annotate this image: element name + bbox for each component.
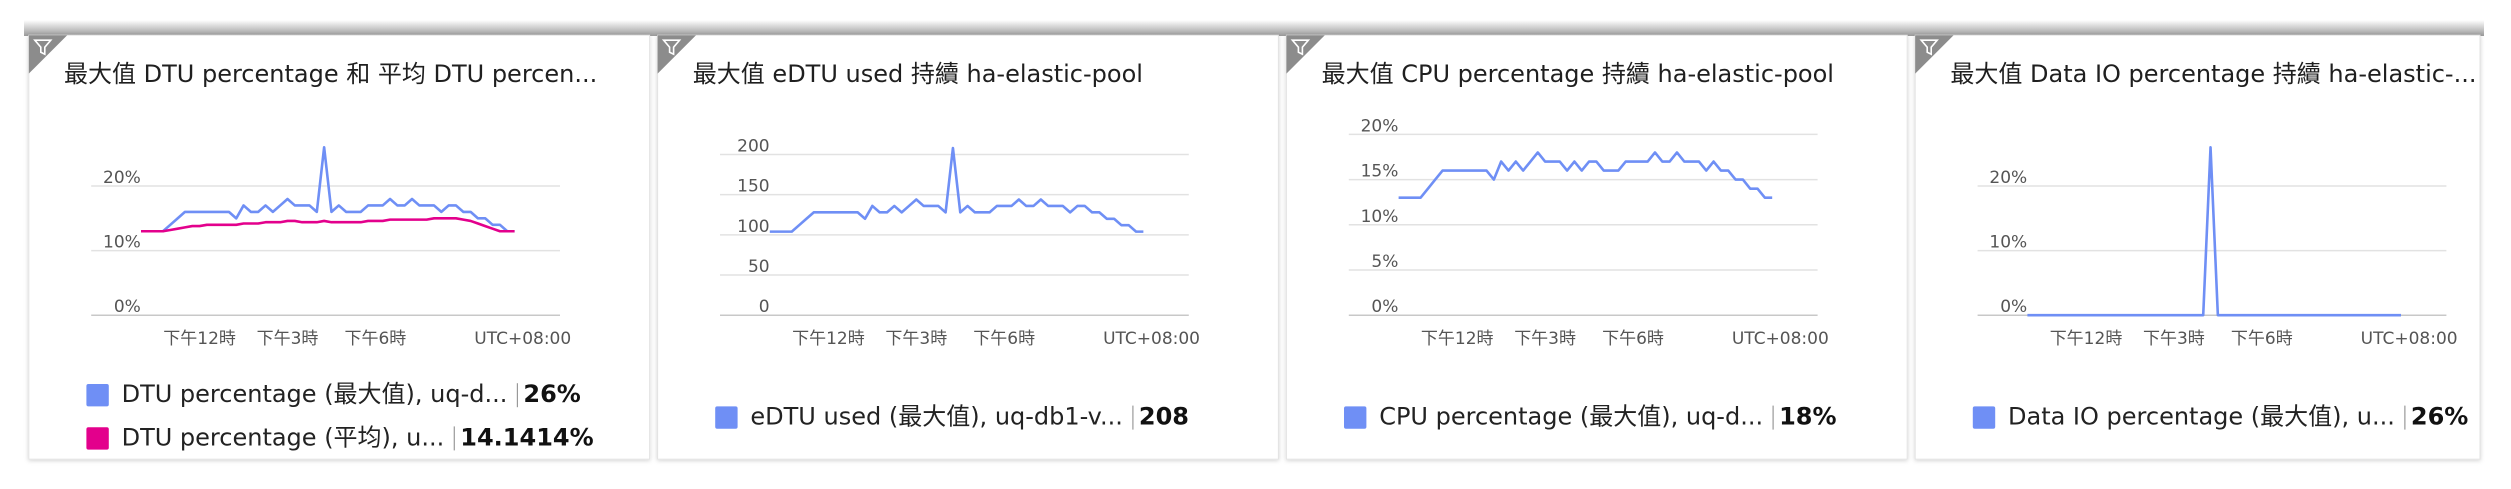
series-line [1398, 151, 1773, 199]
y-tick-label: 150 [737, 177, 769, 197]
tile-background [657, 34, 1279, 460]
series-line [769, 146, 1144, 233]
filter-icon[interactable] [661, 39, 682, 56]
tile: 最大值 eDTU used 持續 ha-elastic-pool 0 50 100 15… [657, 34, 1279, 460]
series-line [141, 217, 515, 233]
y-tick-label: 100 [737, 217, 769, 237]
x-tick-label: 下午6時 [344, 329, 406, 349]
legend-value: 26% [523, 380, 580, 408]
y-tick-label: 20% [1989, 168, 2027, 188]
series-line [2027, 146, 2401, 317]
x-tick-label: 下午3時 [885, 329, 947, 349]
legend-value: 14.1414% [460, 423, 593, 451]
y-tick-label: 20% [103, 168, 141, 188]
y-tick-label: 0% [114, 297, 141, 317]
legend-swatch [1972, 406, 1996, 429]
legend-name[interactable]: Data IO percentage (最大值), u... [2008, 403, 2395, 431]
legend-name[interactable]: eDTU used (最大值), uq-db1-v... [750, 403, 1123, 431]
x-tick-label: 下午12時 [163, 329, 236, 349]
legend-value: 208 [1139, 403, 1189, 431]
tile: 最大值 DTU percentage 和 平均 DTU percen... 0% 1… [28, 34, 651, 460]
tile: 最大值 Data IO percentage 持續 ha-elastic-...… [1914, 34, 2481, 460]
x-axis-label: UTC+08:00 [474, 329, 571, 349]
x-tick-label: 下午6時 [1602, 329, 1664, 349]
y-tick-label: 10% [1989, 233, 2027, 253]
legend-name[interactable]: CPU percentage (最大值), uq-d... [1379, 403, 1763, 431]
filter-icon[interactable] [33, 39, 53, 56]
tile-background [1914, 34, 2481, 460]
x-tick-label: 下午12時 [1421, 329, 1494, 349]
chart-title: 最大值 CPU percentage 持續 ha-elastic-pool [1322, 60, 1834, 88]
chart-title: 最大值 eDTU used 持續 ha-elastic-pool [693, 60, 1143, 88]
legend-swatch [715, 406, 738, 429]
y-tick-label: 20% [1361, 116, 1399, 136]
y-tick-label: 10% [103, 233, 141, 253]
legend-name[interactable]: DTU percentage (最大值), uq-d... [122, 380, 508, 408]
x-tick-label: 下午6時 [2231, 329, 2293, 349]
x-tick-label: 下午3時 [2143, 329, 2205, 349]
y-tick-label: 15% [1361, 162, 1399, 182]
x-tick-label: 下午3時 [1514, 329, 1576, 349]
x-axis-label: UTC+08:00 [2361, 329, 2458, 349]
legend-swatch [86, 384, 109, 407]
legend-name[interactable]: DTU percentage (平均), u... [122, 423, 445, 451]
chart-title: 最大值 DTU percentage 和 平均 DTU percen... [64, 60, 597, 88]
x-axis-label: UTC+08:00 [1732, 329, 1829, 349]
x-tick-label: 下午12時 [2050, 329, 2123, 349]
legend-swatch [86, 427, 109, 450]
x-tick-label: 下午6時 [973, 329, 1035, 349]
x-tick-label: 下午12時 [792, 329, 865, 349]
y-tick-label: 5% [1371, 252, 1398, 272]
y-tick-label: 200 [737, 136, 769, 156]
filter-icon[interactable] [1290, 39, 1311, 56]
x-axis-label: UTC+08:00 [1103, 329, 1200, 349]
top-shadow [24, 20, 2484, 36]
y-tick-label: 50 [748, 257, 770, 277]
y-tick-label: 0% [2000, 297, 2027, 317]
legend-value: 18% [1779, 403, 1836, 431]
tile: 最大值 CPU percentage 持續 ha-elastic-pool 0% 5… [1285, 34, 1908, 460]
y-tick-label: 0 [759, 297, 770, 317]
tile-background [28, 34, 651, 460]
tile-background [1285, 34, 1908, 460]
series-line [141, 146, 515, 233]
y-tick-label: 10% [1361, 207, 1399, 227]
chart-title: 最大值 Data IO percentage 持續 ha-elastic-... [1950, 60, 2476, 88]
filter-icon[interactable] [1919, 39, 1939, 56]
legend-value: 26% [2411, 403, 2468, 431]
x-tick-label: 下午3時 [257, 329, 319, 349]
y-tick-label: 0% [1371, 297, 1398, 317]
legend-swatch [1344, 406, 1367, 429]
